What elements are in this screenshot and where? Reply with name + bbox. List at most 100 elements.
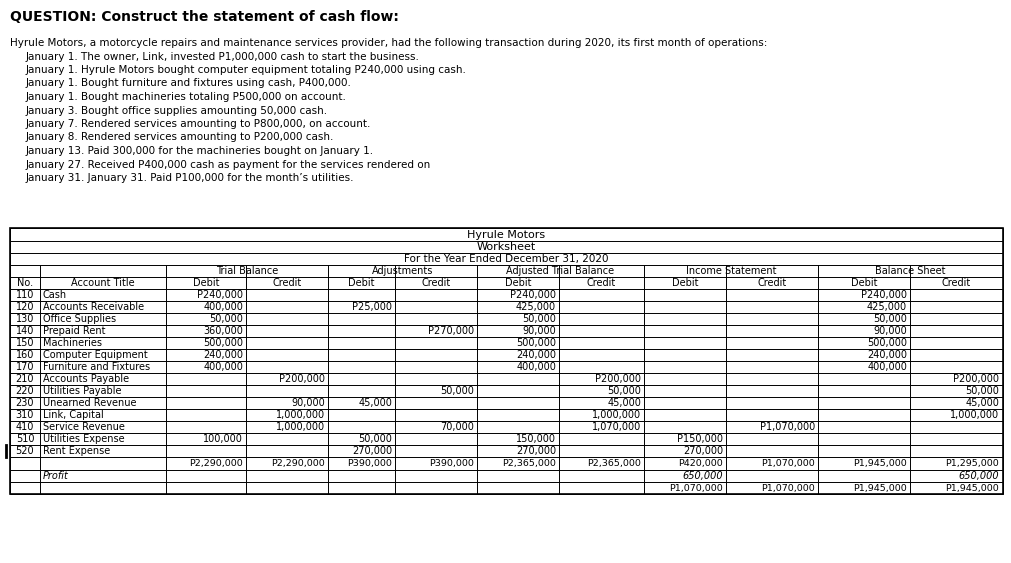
Text: 1,000,000: 1,000,000 (276, 422, 325, 432)
Text: 150,000: 150,000 (516, 434, 555, 444)
Text: 90,000: 90,000 (872, 326, 906, 336)
Text: 50,000: 50,000 (607, 386, 640, 396)
Text: Utilities Expense: Utilities Expense (42, 434, 124, 444)
Text: 45,000: 45,000 (964, 398, 998, 408)
Text: 50,000: 50,000 (440, 386, 473, 396)
Text: P1,945,000: P1,945,000 (852, 459, 906, 468)
Text: January 27. Received P400,000 cash as payment for the services rendered on: January 27. Received P400,000 cash as pa… (26, 159, 431, 169)
Text: 1,000,000: 1,000,000 (949, 410, 998, 420)
Text: January 13. Paid 300,000 for the machineries bought on January 1.: January 13. Paid 300,000 for the machine… (26, 146, 374, 156)
Text: Income Statement: Income Statement (685, 266, 775, 276)
Text: 240,000: 240,000 (866, 350, 906, 360)
Text: P1,945,000: P1,945,000 (852, 484, 906, 493)
Text: Cash: Cash (42, 290, 67, 300)
Text: January 1. Hyrule Motors bought computer equipment totaling P240,000 using cash.: January 1. Hyrule Motors bought computer… (26, 65, 466, 75)
Text: Profit: Profit (42, 471, 69, 481)
Text: Accounts Receivable: Accounts Receivable (42, 302, 144, 312)
Text: Link, Capital: Link, Capital (42, 410, 104, 420)
Text: Accounts Payable: Accounts Payable (42, 374, 129, 384)
Text: Computer Equipment: Computer Equipment (42, 350, 148, 360)
Text: No.: No. (17, 278, 33, 288)
Text: 50,000: 50,000 (522, 314, 555, 324)
Text: P420,000: P420,000 (677, 459, 722, 468)
Text: P2,365,000: P2,365,000 (501, 459, 555, 468)
Text: P1,070,000: P1,070,000 (668, 484, 722, 493)
Text: 425,000: 425,000 (866, 302, 906, 312)
Text: Prepaid Rent: Prepaid Rent (42, 326, 105, 336)
Text: 210: 210 (16, 374, 34, 384)
Text: 400,000: 400,000 (203, 362, 243, 372)
Text: 270,000: 270,000 (516, 446, 555, 456)
Text: 140: 140 (16, 326, 34, 336)
Text: 410: 410 (16, 422, 34, 432)
Text: 130: 130 (16, 314, 34, 324)
Text: 90,000: 90,000 (291, 398, 325, 408)
Bar (10, 228, 1002, 494)
Text: 1,000,000: 1,000,000 (591, 410, 640, 420)
Text: Balance Sheet: Balance Sheet (874, 266, 944, 276)
Text: 70,000: 70,000 (440, 422, 473, 432)
Text: P200,000: P200,000 (594, 374, 640, 384)
Text: January 7. Rendered services amounting to P800,000, on account.: January 7. Rendered services amounting t… (26, 119, 371, 129)
Text: Trial Balance: Trial Balance (215, 266, 278, 276)
Text: 120: 120 (16, 302, 34, 312)
Text: P240,000: P240,000 (197, 290, 243, 300)
Text: QUESTION: Construct the statement of cash flow:: QUESTION: Construct the statement of cas… (10, 10, 398, 24)
Text: 160: 160 (16, 350, 34, 360)
Text: Service Revenue: Service Revenue (42, 422, 124, 432)
Text: 50,000: 50,000 (358, 434, 391, 444)
Text: 90,000: 90,000 (522, 326, 555, 336)
Text: 270,000: 270,000 (352, 446, 391, 456)
Text: Credit: Credit (586, 278, 616, 288)
Text: Credit: Credit (756, 278, 786, 288)
Text: Worksheet: Worksheet (476, 242, 536, 252)
Text: P25,000: P25,000 (352, 302, 391, 312)
Text: P390,000: P390,000 (429, 459, 473, 468)
Text: 170: 170 (16, 362, 34, 372)
Text: January 1. Bought machineries totaling P500,000 on account.: January 1. Bought machineries totaling P… (26, 92, 347, 102)
Text: January 1. Bought furniture and fixtures using cash, P400,000.: January 1. Bought furniture and fixtures… (26, 78, 352, 88)
Text: Machineries: Machineries (42, 338, 102, 348)
Text: 50,000: 50,000 (964, 386, 998, 396)
Text: 425,000: 425,000 (516, 302, 555, 312)
Text: January 8. Rendered services amounting to P200,000 cash.: January 8. Rendered services amounting t… (26, 132, 334, 142)
Text: 230: 230 (16, 398, 34, 408)
Text: Hyrule Motors, a motorcycle repairs and maintenance services provider, had the f: Hyrule Motors, a motorcycle repairs and … (10, 38, 766, 48)
Text: 100,000: 100,000 (203, 434, 243, 444)
Text: P1,070,000: P1,070,000 (760, 484, 814, 493)
Text: Adjusted Trial Balance: Adjusted Trial Balance (506, 266, 614, 276)
Text: 500,000: 500,000 (866, 338, 906, 348)
Text: Debit: Debit (850, 278, 877, 288)
Text: 50,000: 50,000 (209, 314, 243, 324)
Text: 110: 110 (16, 290, 34, 300)
Text: 1,000,000: 1,000,000 (276, 410, 325, 420)
Text: 500,000: 500,000 (203, 338, 243, 348)
Text: 650,000: 650,000 (957, 471, 998, 481)
Text: Unearned Revenue: Unearned Revenue (42, 398, 136, 408)
Text: Hyrule Motors: Hyrule Motors (467, 230, 545, 239)
Text: 220: 220 (16, 386, 34, 396)
Text: P240,000: P240,000 (510, 290, 555, 300)
Text: P1,295,000: P1,295,000 (944, 459, 998, 468)
Text: 1,070,000: 1,070,000 (591, 422, 640, 432)
Text: January 3. Bought office supplies amounting 50,000 cash.: January 3. Bought office supplies amount… (26, 105, 328, 115)
Text: P1,070,000: P1,070,000 (759, 422, 814, 432)
Text: 510: 510 (16, 434, 34, 444)
Text: P2,290,000: P2,290,000 (271, 459, 325, 468)
Text: Debit: Debit (192, 278, 219, 288)
Text: 45,000: 45,000 (358, 398, 391, 408)
Text: P2,290,000: P2,290,000 (189, 459, 243, 468)
Text: Debit: Debit (504, 278, 531, 288)
Text: P2,365,000: P2,365,000 (586, 459, 640, 468)
Text: 500,000: 500,000 (516, 338, 555, 348)
Text: 400,000: 400,000 (516, 362, 555, 372)
Text: 45,000: 45,000 (607, 398, 640, 408)
Text: P1,070,000: P1,070,000 (760, 459, 814, 468)
Text: Credit: Credit (272, 278, 301, 288)
Text: Debit: Debit (671, 278, 698, 288)
Text: Office Supplies: Office Supplies (42, 314, 116, 324)
Text: Debit: Debit (348, 278, 374, 288)
Text: 520: 520 (16, 446, 34, 456)
Text: 240,000: 240,000 (203, 350, 243, 360)
Text: 360,000: 360,000 (203, 326, 243, 336)
